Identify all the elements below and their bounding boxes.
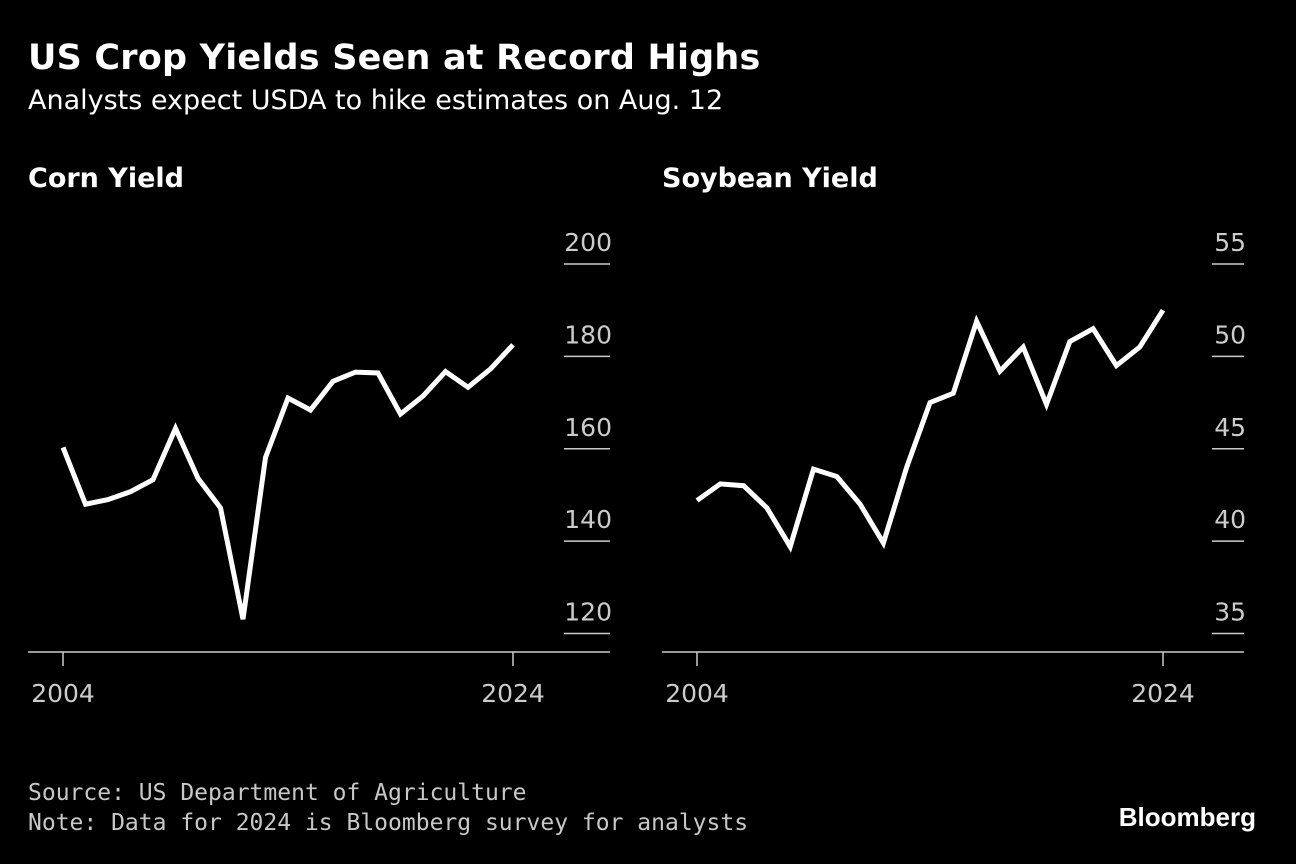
soybean-yield-panel: Soybean Yield 35 40 45 50 55 2004 2024: [662, 163, 1246, 708]
source-note: Source: US Department of Agriculture: [28, 780, 527, 806]
corn-yield-title: Corn Yield: [28, 163, 184, 194]
soybean-ytick-label-45: 45: [1214, 413, 1246, 442]
data-note: Note: Data for 2024 is Bloomberg survey …: [28, 810, 749, 836]
corn-ytick-label-120: 120: [564, 598, 612, 627]
soybean-xtick-label-2024: 2024: [1131, 679, 1195, 708]
soybean-ytick-label-35: 35: [1214, 598, 1246, 627]
corn-ytick-label-140: 140: [564, 505, 612, 534]
soybean-ytick-label-40: 40: [1214, 505, 1246, 534]
corn-xtick-label-2024: 2024: [481, 679, 545, 708]
soybean-ytick-label-50: 50: [1214, 320, 1246, 349]
soybean-yield-title: Soybean Yield: [662, 163, 878, 194]
corn-yield-panel: Corn Yield 120 140 160 180 200 2004 2024: [28, 163, 612, 708]
soybean-xtick-label-2004: 2004: [665, 679, 729, 708]
bloomberg-logo: Bloomberg: [1118, 802, 1256, 832]
corn-ytick-label-180: 180: [564, 320, 612, 349]
soybean-yield-line: [695, 308, 1166, 553]
corn-ytick-label-200: 200: [564, 228, 612, 257]
chart-title: US Crop Yields Seen at Record Highs: [28, 38, 761, 78]
corn-yield-line: [60, 343, 515, 620]
soybean-ytick-label-55: 55: [1214, 228, 1246, 257]
corn-xtick-label-2004: 2004: [31, 679, 95, 708]
corn-ytick-label-160: 160: [564, 413, 612, 442]
chart-subtitle: Analysts expect USDA to hike estimates o…: [28, 85, 724, 116]
